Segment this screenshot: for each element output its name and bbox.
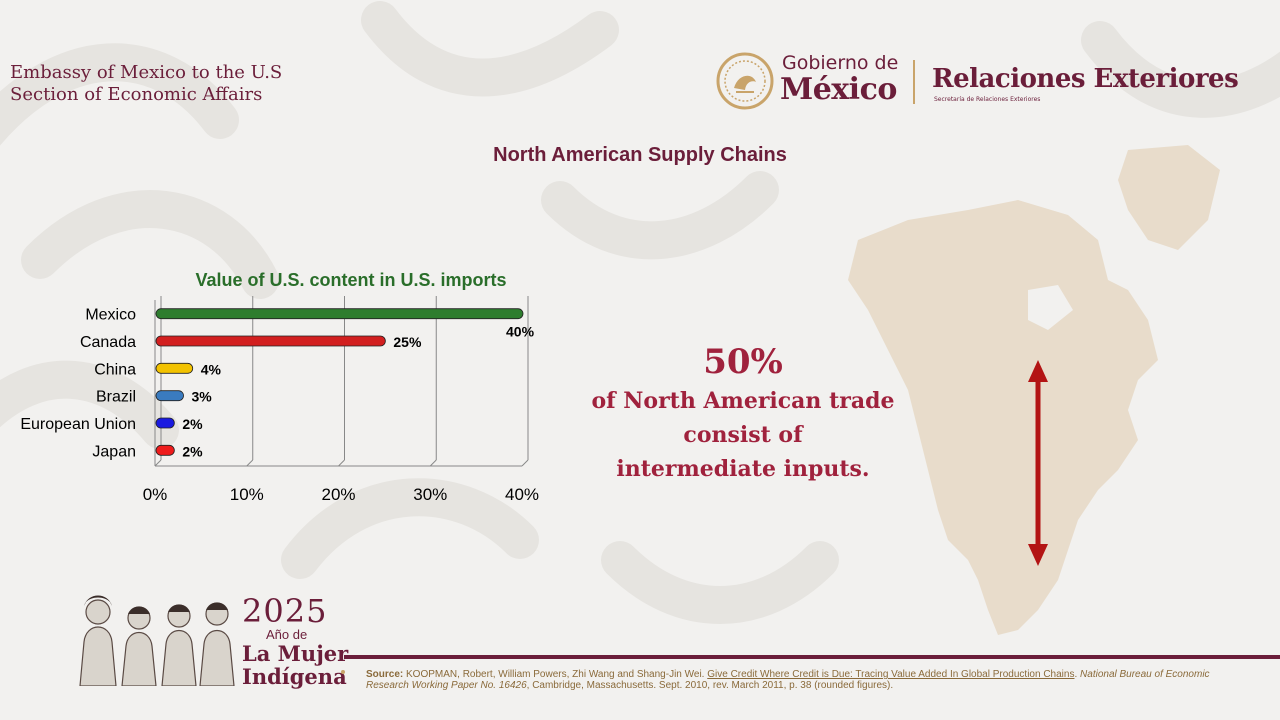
year-anio-de: Año de: [266, 627, 308, 642]
grid-foot: [154, 459, 162, 467]
data-label: 2%: [182, 416, 203, 432]
data-label: 25%: [393, 334, 422, 350]
bar: [155, 444, 175, 456]
page-title: North American Supply Chains: [493, 144, 787, 166]
source-label: Source:: [366, 669, 404, 680]
mexico-wordmark: México: [780, 72, 897, 107]
embassy-line-1: Embassy of Mexico to the U.S: [10, 62, 283, 83]
data-label: 3%: [192, 389, 213, 405]
footer-divider: [344, 655, 1280, 659]
year-la-mujer: La Mujer: [242, 641, 349, 666]
government-logo: Gobierno de México Relaciones Exteriores…: [716, 50, 1239, 110]
embassy-heading: Embassy of Mexico to the U.S Section of …: [10, 62, 282, 106]
north-america-map: [848, 145, 1220, 635]
grid-foot: [429, 459, 437, 467]
logo-divider: [913, 60, 915, 104]
relaciones-exteriores-wordmark: Relaciones Exteriores: [932, 64, 1239, 94]
source-series: National Bureau of Economic Research Wor…: [366, 669, 1210, 691]
year-indigena: Indígena: [242, 664, 347, 689]
footer-dot: [341, 670, 345, 674]
double-arrow-icon: [1028, 360, 1048, 566]
stat-line-2: consist of: [683, 422, 803, 448]
gobierno-de-label: Gobierno de: [782, 52, 899, 74]
x-tick-label: 30%: [413, 485, 447, 504]
bar-chart: 0% 10% 20% 30% 40% Mexico 40% Canada 25% China 4% B…: [20, 296, 539, 504]
category-label: Mexico: [85, 307, 136, 324]
bar: [155, 335, 386, 347]
stat-line-1: of North American trade: [591, 388, 895, 414]
relaciones-subtitle: Secretaría de Relaciones Exteriores: [934, 96, 1041, 103]
source-rest: , Cambridge, Massachusetts. Sept. 2010, …: [526, 680, 894, 691]
bar: [155, 362, 194, 374]
category-label: Japan: [92, 443, 136, 460]
x-tick-label: 20%: [321, 485, 355, 504]
grid-foot: [246, 459, 254, 467]
data-label: 2%: [182, 443, 203, 459]
category-label: China: [94, 361, 136, 378]
embassy-line-2: Section of Economic Affairs: [10, 84, 263, 105]
trade-statistic: 50% of North American trade consist of i…: [588, 340, 898, 486]
chart-title: Value of U.S. content in U.S. imports: [195, 270, 507, 290]
source-authors: KOOPMAN, Robert, William Powers, Zhi Wan…: [403, 669, 708, 680]
category-label: European Union: [20, 416, 136, 433]
x-tick-label: 0%: [143, 485, 168, 504]
national-seal-icon: [716, 52, 774, 110]
x-tick-label: 40%: [505, 485, 539, 504]
data-label: 4%: [201, 361, 222, 377]
stat-line-3: intermediate inputs.: [616, 456, 870, 482]
grid-foot: [338, 459, 345, 467]
x-tick-label: 10%: [230, 485, 264, 504]
year-number: 2025: [242, 592, 328, 630]
grid-foot: [521, 459, 529, 467]
stat-percentage: 50%: [703, 342, 783, 382]
source-title-link[interactable]: Give Credit Where Credit is Due: Tracing…: [707, 669, 1075, 680]
bar: [155, 390, 184, 402]
category-label: Brazil: [96, 389, 136, 406]
source-separator: .: [1074, 669, 1081, 680]
data-label: 40%: [506, 324, 535, 340]
bar: [155, 308, 524, 320]
indigenous-women-illustration: [79, 595, 235, 686]
category-label: Canada: [80, 334, 136, 351]
year-of-indigenous-woman-logo: 2025 Año de La Mujer Indígena: [242, 594, 348, 688]
source-citation: Source: KOOPMAN, Robert, William Powers,…: [366, 669, 1246, 691]
bar: [155, 417, 175, 429]
